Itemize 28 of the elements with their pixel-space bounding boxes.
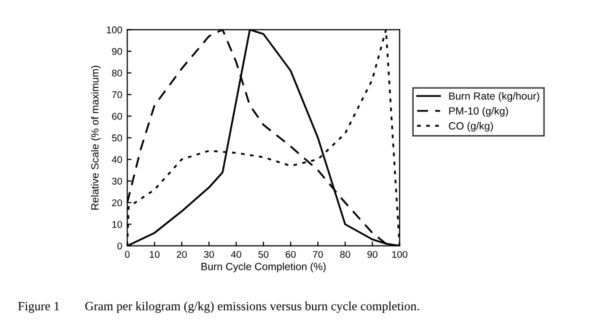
y-tick-label: 0	[117, 242, 122, 250]
legend-label: Burn Rate (kg/hour)	[449, 92, 540, 102]
y-tick-label: 80	[112, 70, 122, 77]
x-axis-title: Burn Cycle Completion (%)	[201, 262, 326, 272]
x-tick-label: 30	[204, 250, 214, 258]
y-tick-label: 10	[112, 220, 122, 228]
y-tick-label: 100	[106, 26, 122, 34]
x-tick-label: 70	[312, 250, 323, 258]
y-tick-label: 30	[112, 178, 122, 185]
x-tick-label: 50	[258, 250, 268, 258]
x-tick-label: 80	[340, 250, 350, 258]
y-tick-label: 70	[112, 91, 122, 98]
y-axis-title: Relative Scale (% of maximum)	[90, 66, 101, 210]
legend-label: PM-10 (g/kg)	[449, 106, 508, 117]
y-tick-label: 50	[112, 134, 122, 142]
x-tick-label: 20	[176, 250, 187, 258]
x-tick-label: 60	[286, 250, 296, 258]
x-tick-label: 90	[367, 250, 378, 258]
y-tick-label: 90	[112, 48, 122, 55]
x-tick-label: 0	[124, 250, 130, 258]
y-tick-label: 60	[112, 112, 122, 120]
x-tick-label: 100	[392, 250, 408, 258]
legend-label: CO (g/kg)	[448, 122, 493, 132]
x-tick-label: 40	[231, 250, 242, 258]
caption: Figure 1 Gram per kilogram (g/kg) emissions versus burn cycle completion.	[18, 302, 419, 313]
y-tick-label: 40	[112, 156, 122, 164]
x-tick-label: 10	[150, 250, 160, 258]
y-tick-label: 20	[112, 199, 122, 206]
